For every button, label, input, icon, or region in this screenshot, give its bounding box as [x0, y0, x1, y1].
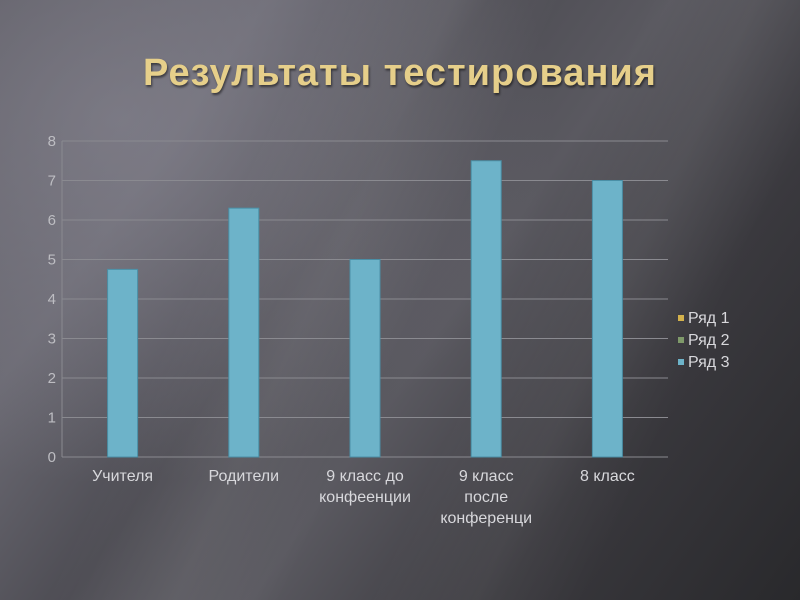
- y-tick-label: 5: [48, 252, 56, 269]
- legend-swatch-2: [678, 337, 684, 343]
- bars: [107, 160, 623, 458]
- x-category-label-line: Учителя: [92, 468, 153, 485]
- x-category-label: Учителя: [92, 468, 153, 485]
- legend-label-2: Ряд 2: [688, 332, 730, 349]
- y-axis: 0 1 2 3 4 5 6 7 8: [48, 133, 63, 466]
- legend-label-1: Ряд 1: [688, 310, 730, 327]
- x-category-label: 9 класс до конфеенции: [319, 468, 411, 506]
- bar-5-series-3: [591, 180, 623, 458]
- y-tick-label: 7: [48, 173, 56, 190]
- x-category-label: Родители: [209, 468, 280, 485]
- bar-4-series-3: [470, 160, 502, 458]
- y-tick-label: 4: [48, 291, 56, 308]
- y-tick-label: 8: [48, 133, 56, 150]
- x-category-label-line: после: [464, 489, 508, 506]
- x-category-label-line: 9 класс: [459, 468, 514, 485]
- slide-title: Результаты тестирования: [143, 52, 657, 94]
- y-tick-label: 2: [48, 370, 56, 387]
- y-tick-label: 0: [48, 449, 56, 466]
- x-category-label-line: конференци: [440, 510, 532, 527]
- y-tick-label: 1: [48, 410, 56, 427]
- legend-label-3: Ряд 3: [688, 354, 730, 371]
- x-category-label-line: 9 класс до: [326, 468, 404, 485]
- y-tick-label: 6: [48, 212, 56, 229]
- legend-swatch-3: [678, 359, 684, 365]
- x-category-label-line: конфеенции: [319, 489, 411, 506]
- bar-3-series-3: [349, 259, 381, 458]
- bar-1-series-3: [107, 268, 139, 458]
- legend: Ряд 1 Ряд 2 Ряд 3: [678, 310, 730, 371]
- legend-swatch-1: [678, 315, 684, 321]
- y-tick-label: 3: [48, 331, 56, 348]
- x-category-label-line: Родители: [209, 468, 280, 485]
- x-category-label: 9 класс после конференци: [440, 468, 532, 527]
- bar-2-series-3: [228, 207, 260, 458]
- x-category-label: 8 класс: [580, 468, 635, 485]
- x-category-label-line: 8 класс: [580, 468, 635, 485]
